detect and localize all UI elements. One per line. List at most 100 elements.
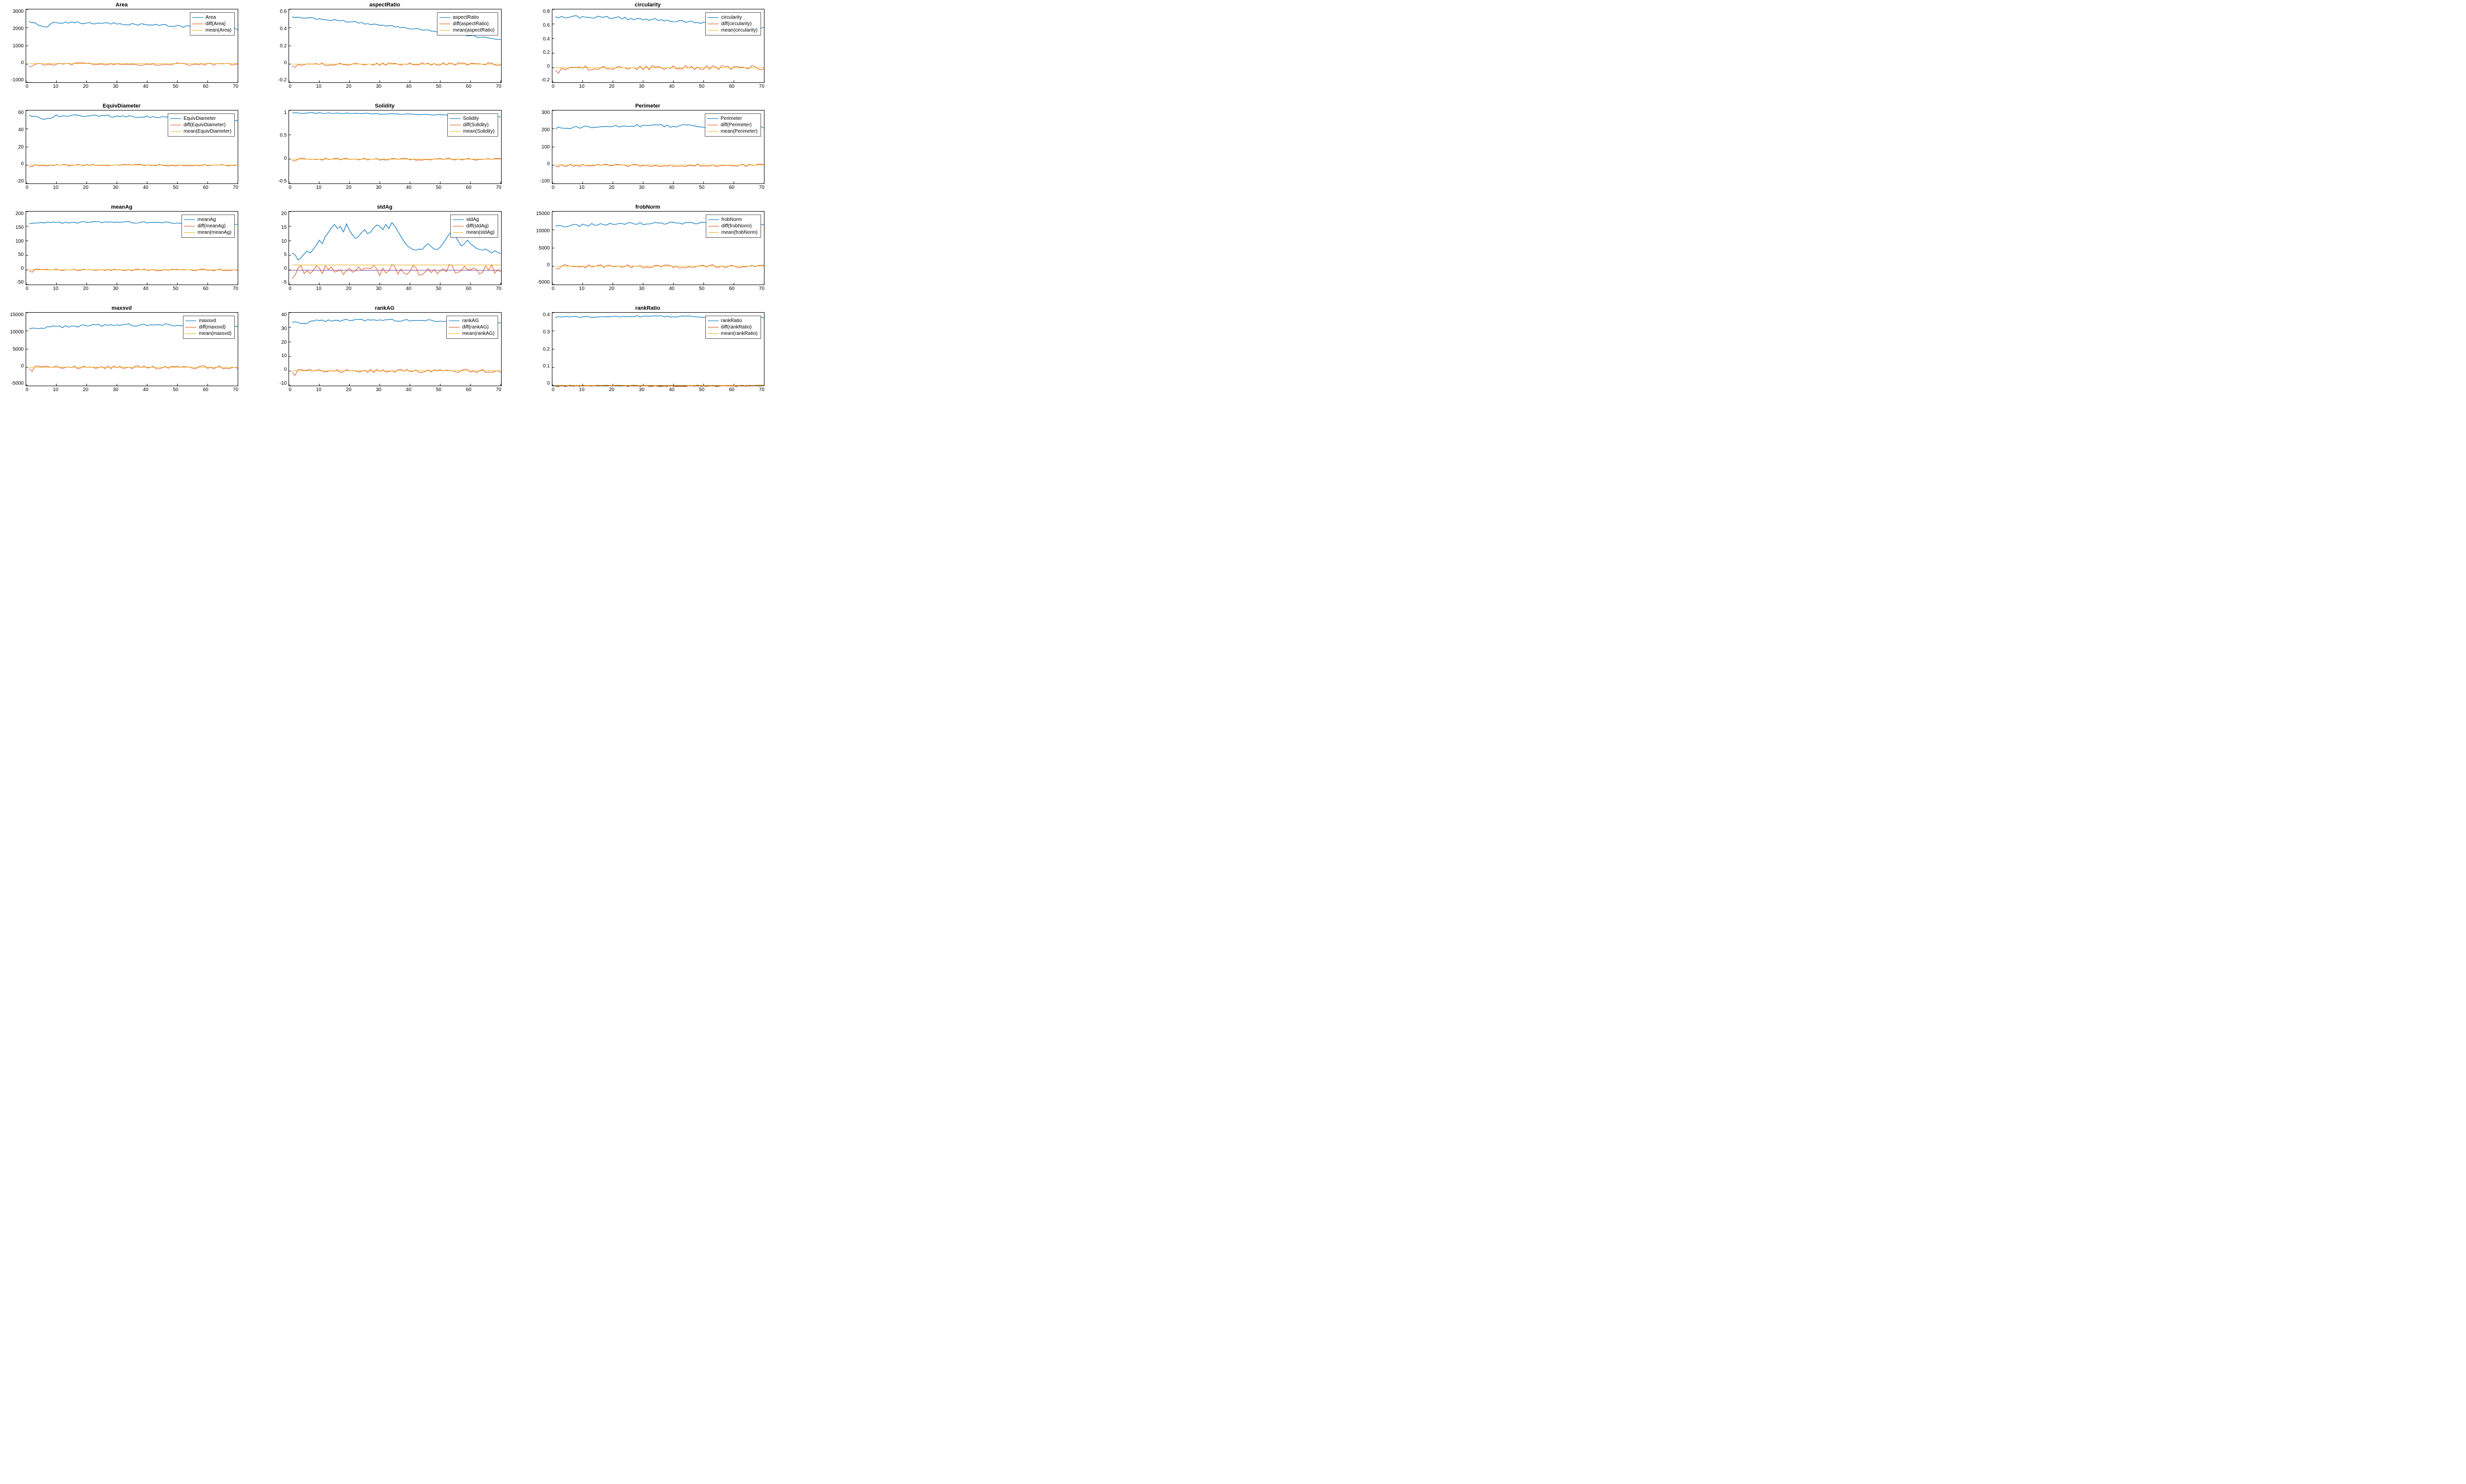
plot-area: EquivDiameterdiff(EquivDiameter)mean(Equ… <box>26 110 238 184</box>
xtick-label: 20 <box>609 84 615 89</box>
legend: maxsvddiff(maxsvd)mean(maxsvd) <box>183 316 235 339</box>
series-diff <box>292 264 501 278</box>
ytick-label: 0 <box>284 367 287 372</box>
xtick-label: 50 <box>436 185 441 190</box>
ytick-label: 0 <box>547 381 550 386</box>
subplot-equivDiameter: EquivDiameter6040200-20EquivDiameterdiff… <box>5 103 238 190</box>
ytick-label: 3000 <box>13 9 24 14</box>
ytick-label: 20 <box>18 145 24 150</box>
legend-label: mean(Solidity) <box>463 128 495 135</box>
legend-entry: diff(Area) <box>192 21 232 27</box>
legend-entry: mean(rankAG) <box>449 330 495 337</box>
legend-swatch <box>707 118 718 119</box>
chart-title: aspectRatio <box>268 2 501 8</box>
ytick-label: 5000 <box>539 246 549 251</box>
legend: stdAgdiff(stdAg)mean(stdAg) <box>450 215 498 238</box>
legend: EquivDiameterdiff(EquivDiameter)mean(Equ… <box>168 113 235 137</box>
legend-swatch <box>708 17 719 18</box>
x-axis-ticks: 010203040506070 <box>289 386 501 393</box>
legend-entry: diff(Perimeter) <box>707 122 758 128</box>
xtick-label: 30 <box>113 185 118 190</box>
xtick-label: 0 <box>289 387 291 393</box>
xtick-label: 70 <box>496 387 501 393</box>
xtick-label: 60 <box>203 84 208 89</box>
x-axis-ticks: 010203040506070 <box>26 285 238 291</box>
legend-label: circularity <box>721 14 742 21</box>
legend-swatch <box>708 219 719 220</box>
ytick-label: 15 <box>281 225 287 230</box>
ytick-label: 10000 <box>10 329 24 335</box>
plot-area: aspectRatiodiff(aspectRatio)mean(aspectR… <box>289 9 501 83</box>
xtick-label: 0 <box>289 185 291 190</box>
xtick-label: 70 <box>233 286 238 291</box>
ytick-label: 0.4 <box>543 312 550 318</box>
legend-entry: mean(circularity) <box>708 27 758 34</box>
xtick-label: 30 <box>113 286 118 291</box>
xtick-label: 30 <box>639 387 645 393</box>
x-axis-ticks: 010203040506070 <box>289 184 501 190</box>
ytick-label: 0 <box>21 363 24 369</box>
ytick-label: 50 <box>18 252 24 257</box>
ytick-label: 0 <box>21 161 24 167</box>
legend-swatch <box>708 232 719 233</box>
legend-entry: mean(EquivDiameter) <box>170 128 231 135</box>
xtick-label: 10 <box>53 286 58 291</box>
y-axis-ticks: 150001000050000-5000 <box>5 312 26 386</box>
ytick-label: 20 <box>281 340 287 345</box>
xtick-label: 0 <box>289 286 291 291</box>
legend-label: mean(rankRatio) <box>721 330 758 337</box>
series-diff <box>555 66 764 73</box>
ytick-label: 150 <box>15 225 24 230</box>
legend-entry: rankAG <box>449 318 495 324</box>
xtick-label: 70 <box>759 286 764 291</box>
xtick-label: 70 <box>759 387 764 393</box>
xtick-label: 60 <box>729 84 734 89</box>
legend-label: maxsvd <box>199 318 216 324</box>
xtick-label: 50 <box>173 387 179 393</box>
legend-swatch <box>192 17 203 18</box>
xtick-label: 10 <box>53 185 58 190</box>
subplot-grid: Area3000200010000-1000Areadiff(Area)mean… <box>5 2 764 393</box>
xtick-label: 30 <box>639 286 645 291</box>
plot-area: circularitydiff(circularity)mean(circula… <box>552 9 764 83</box>
ytick-label: -5000 <box>11 381 24 386</box>
ytick-label: 0 <box>284 266 287 271</box>
series-diff <box>292 63 501 68</box>
x-axis-ticks: 010203040506070 <box>289 285 501 291</box>
legend-swatch <box>170 131 181 132</box>
xtick-label: 0 <box>552 185 555 190</box>
subplot-frobNorm: frobNorm150001000050000-5000frobNormdiff… <box>531 204 764 291</box>
ytick-label: -50 <box>17 280 24 285</box>
legend-label: mean(stdAg) <box>466 229 494 236</box>
xtick-label: 70 <box>496 185 501 190</box>
plot-area: maxsvddiff(maxsvd)mean(maxsvd) <box>26 312 238 386</box>
xtick-label: 40 <box>669 84 674 89</box>
xtick-label: 60 <box>466 286 471 291</box>
ytick-label: -0.2 <box>541 77 549 83</box>
xtick-label: 40 <box>143 286 148 291</box>
legend-label: diff(meanAg) <box>197 223 225 229</box>
series-diff <box>292 158 501 161</box>
ytick-label: -20 <box>17 179 24 184</box>
y-axis-ticks: 20151050-5 <box>268 211 289 285</box>
chart-title: Area <box>5 2 238 8</box>
ytick-label: 10000 <box>536 228 550 234</box>
xtick-label: 40 <box>406 387 411 393</box>
x-axis-ticks: 010203040506070 <box>289 83 501 89</box>
xtick-label: 20 <box>83 84 88 89</box>
legend-entry: rankRatio <box>708 318 758 324</box>
xtick-label: 0 <box>552 387 555 393</box>
ytick-label: 0.4 <box>280 26 287 32</box>
xtick-label: 0 <box>26 185 29 190</box>
ytick-label: 5 <box>284 252 287 257</box>
ytick-label: 0 <box>284 60 287 66</box>
xtick-label: 40 <box>406 286 411 291</box>
legend-label: mean(maxsvd) <box>199 330 231 337</box>
chart-title: maxsvd <box>5 305 238 311</box>
legend-entry: mean(frobNorm) <box>708 229 758 236</box>
chart-title: meanAg <box>5 204 238 210</box>
xtick-label: 10 <box>316 387 322 393</box>
legend: rankAGdiff(rankAG)mean(rankAG) <box>446 316 498 339</box>
xtick-label: 30 <box>113 387 118 393</box>
ytick-label: -0.2 <box>278 77 287 83</box>
